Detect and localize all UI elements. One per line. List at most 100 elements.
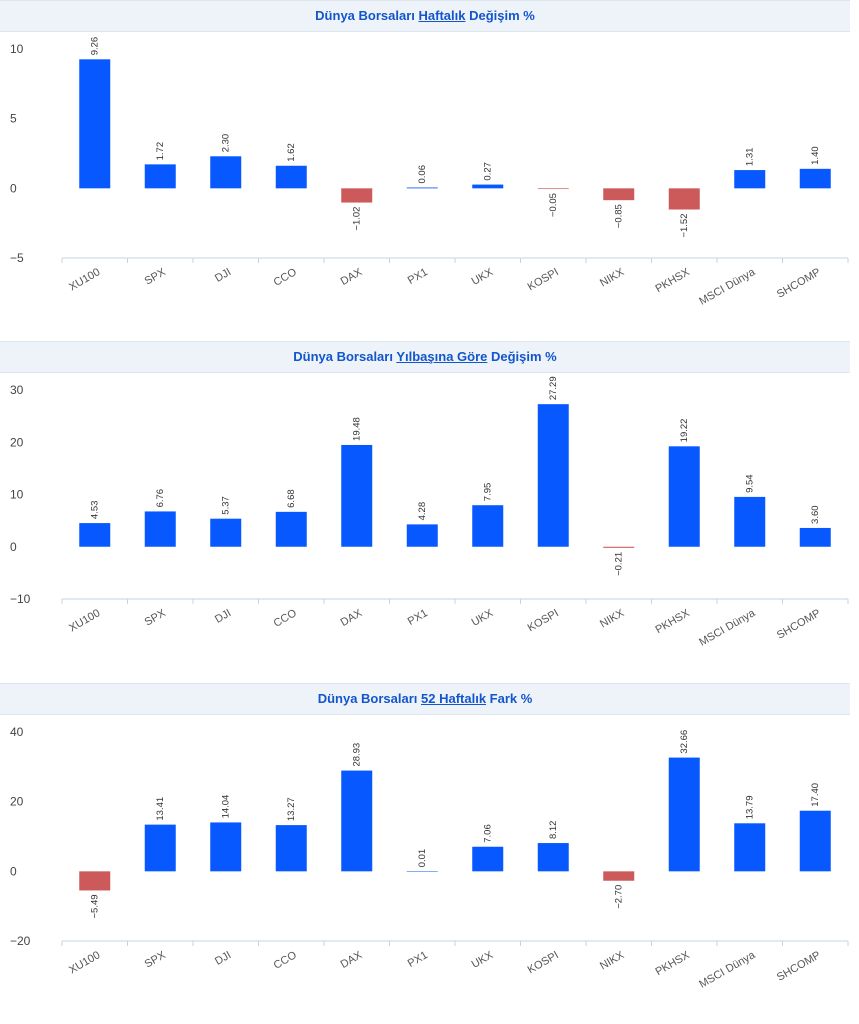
y-tick-label: 0 (10, 181, 17, 195)
data-label: 4.28 (417, 502, 428, 520)
bar[interactable] (537, 404, 569, 547)
title-suffix: Fark % (486, 691, 533, 706)
bar[interactable] (341, 444, 373, 547)
title-suffix: Değişim % (465, 8, 535, 23)
bar[interactable] (144, 511, 176, 547)
bar[interactable] (210, 518, 242, 547)
y-tick-label: −5 (10, 251, 24, 265)
category-label: DJI (213, 949, 233, 968)
chart-title: Dünya Borsaları Haftalık Değişim % (0, 0, 850, 32)
data-label: −1.52 (679, 214, 690, 238)
category-label: CCO (272, 949, 300, 972)
bar[interactable] (79, 59, 111, 189)
bar[interactable] (144, 164, 176, 189)
bar[interactable] (275, 825, 307, 872)
y-tick-label: 20 (10, 795, 24, 809)
bar[interactable] (144, 824, 176, 872)
bar[interactable] (668, 757, 700, 872)
data-label: 9.54 (745, 474, 756, 493)
bar[interactable] (275, 165, 307, 189)
y-tick-label: 40 (10, 725, 24, 739)
data-label: 6.76 (155, 489, 166, 508)
bar[interactable] (472, 184, 504, 189)
category-label: MSCI Dünya (697, 949, 758, 991)
category-label: DJI (213, 266, 233, 285)
data-label: −0.21 (614, 552, 625, 576)
bar[interactable] (79, 871, 111, 891)
bar[interactable] (799, 168, 831, 189)
bar[interactable] (734, 496, 766, 547)
data-label: 7.06 (483, 824, 494, 843)
data-label: 4.53 (90, 501, 101, 520)
category-label: SPX (143, 266, 169, 288)
data-label: 1.40 (810, 146, 821, 165)
bar[interactable] (210, 156, 242, 189)
data-label: 3.60 (810, 505, 821, 524)
bar[interactable] (603, 871, 635, 881)
category-label: NIKX (598, 607, 627, 631)
category-label: MSCI Dünya (697, 266, 758, 308)
y-tick-label: 0 (10, 864, 17, 878)
title-highlight: Haftalık (418, 8, 466, 23)
data-label: 13.79 (745, 796, 756, 820)
title-text: Dünya Borsaları (315, 8, 419, 23)
data-label: 1.62 (286, 143, 297, 162)
data-label: 13.27 (286, 797, 297, 821)
data-label: 8.12 (548, 821, 559, 840)
bar[interactable] (734, 170, 766, 189)
data-label: 27.29 (548, 376, 559, 400)
data-label: 14.04 (221, 795, 232, 819)
category-label: SHCOMP (775, 607, 823, 642)
title-text: Dünya Borsaları (293, 349, 397, 364)
category-label: SPX (143, 949, 169, 971)
data-label: 0.01 (417, 849, 428, 868)
category-label: UKX (470, 266, 496, 288)
bar[interactable] (472, 846, 504, 872)
bar[interactable] (799, 810, 831, 872)
bar[interactable] (537, 843, 569, 872)
category-label: KOSPI (526, 949, 561, 976)
data-label: 32.66 (679, 730, 690, 754)
bar[interactable] (603, 188, 635, 201)
y-tick-label: 10 (10, 42, 24, 56)
bar[interactable] (668, 188, 700, 210)
category-label: SHCOMP (775, 949, 823, 984)
bar[interactable] (603, 546, 635, 548)
bar[interactable] (275, 511, 307, 547)
bar[interactable] (799, 527, 831, 547)
chart-title: Dünya Borsaları Yılbaşına Göre Değişim % (0, 341, 850, 373)
bar[interactable] (734, 823, 766, 872)
bar[interactable] (406, 524, 438, 547)
data-label: 1.31 (745, 148, 756, 167)
data-label: 1.72 (155, 142, 166, 161)
title-highlight: 52 Haftalık (421, 691, 487, 706)
category-label: UKX (470, 949, 496, 971)
category-label: DAX (339, 949, 365, 971)
data-label: 7.95 (483, 483, 494, 502)
data-label: 28.93 (352, 743, 363, 767)
y-tick-label: −20 (10, 934, 31, 948)
category-label: XU100 (67, 607, 102, 634)
data-label: 6.68 (286, 489, 297, 508)
bar[interactable] (341, 188, 373, 203)
category-label: DJI (213, 607, 233, 626)
bar[interactable] (210, 822, 242, 872)
data-label: 19.48 (352, 417, 363, 441)
bar[interactable] (341, 770, 373, 872)
category-label: CCO (272, 607, 300, 630)
category-label: NIKX (598, 266, 627, 290)
bar[interactable] (79, 523, 111, 547)
bar[interactable] (406, 187, 438, 189)
category-label: SPX (143, 607, 169, 629)
bar-chart-52week: −20 0 20 40 −5.49 XU100 13.41 SPX 14.04 DJI 13.27 C… (10, 725, 849, 991)
category-label: SHCOMP (775, 266, 823, 301)
bar[interactable] (472, 505, 504, 547)
title-highlight: Yılbaşına Göre (396, 349, 488, 364)
category-label: UKX (470, 607, 496, 629)
category-label: PX1 (406, 266, 430, 287)
bar[interactable] (537, 188, 569, 190)
data-label: 19.22 (679, 419, 690, 443)
bar[interactable] (668, 446, 700, 547)
bar[interactable] (406, 871, 438, 872)
y-tick-label: 20 (10, 435, 24, 449)
